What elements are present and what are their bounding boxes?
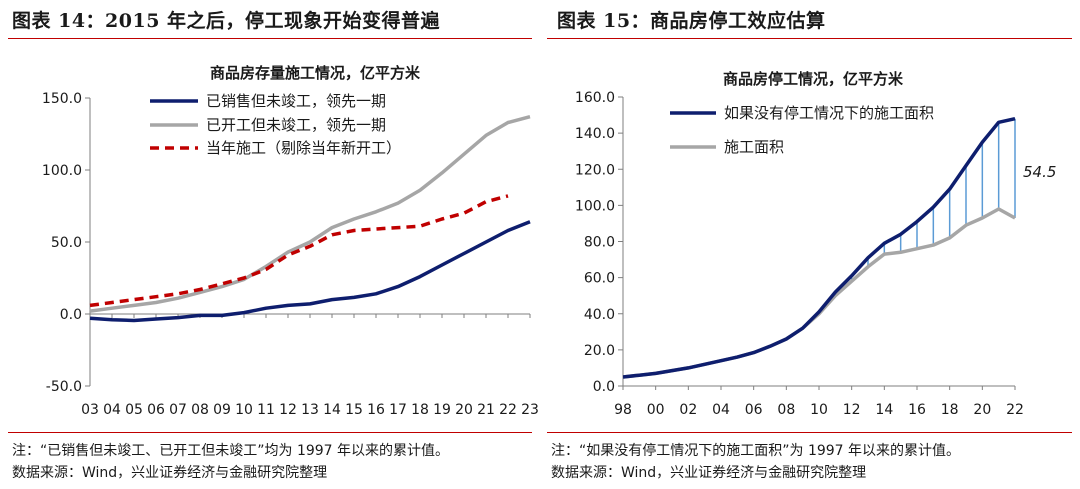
x-tick-label: 04 — [103, 402, 121, 418]
x-tick-label: 14 — [323, 402, 341, 418]
x-tick-label: 10 — [235, 402, 253, 418]
series-line-0 — [89, 220, 531, 323]
chart-title: 商品房停工情况，亿平方米 — [723, 70, 904, 88]
y-tick-label: 20.0 — [584, 343, 615, 359]
x-tick-label: 20 — [455, 402, 473, 418]
x-tick-label: 04 — [712, 402, 730, 418]
x-tick-label: 23 — [521, 402, 539, 418]
y-tick-label: 60.0 — [584, 271, 615, 287]
x-tick-label: 13 — [301, 402, 319, 418]
x-tick-label: 22 — [1006, 402, 1024, 418]
figure-14-bottom-rule — [8, 432, 532, 433]
x-tick-label: 20 — [973, 402, 991, 418]
x-tick-label: 08 — [777, 402, 795, 418]
x-tick-label: 14 — [875, 402, 893, 418]
x-tick-label: 19 — [433, 402, 451, 418]
figure-14-panel: 图表 14：2015 年之后，停工现象开始变得普遍 商品房存量施工情况，亿平方米… — [8, 10, 539, 481]
figure-15-note: 注：“如果没有停工情况下的施工面积”为 1997 年以来的累计值。 — [551, 443, 961, 459]
figure-14-note: 注：“已销售但未竣工、已开工但未竣工”均为 1997 年以来的累计值。 — [12, 443, 450, 459]
legend-label: 已开工但未竣工，领先一期 — [206, 116, 386, 134]
x-tick-label: 06 — [147, 402, 165, 418]
figure-14-heading: 图表 14：2015 年之后，停工现象开始变得普遍 — [12, 10, 441, 32]
figure-14-title-rule — [8, 38, 532, 39]
x-tick-label: 02 — [679, 402, 697, 418]
figure-15-heading: 图表 15：商品房停工效应估算 — [557, 10, 826, 32]
y-tick-label: 160.0 — [575, 90, 615, 106]
legend-label: 当年施工（剔除当年新开工） — [206, 139, 401, 157]
x-tick-label: 21 — [477, 402, 495, 418]
chart-title: 商品房存量施工情况，亿平方米 — [210, 64, 421, 82]
y-tick-label: 140.0 — [575, 126, 615, 142]
x-tick-label: 18 — [941, 402, 959, 418]
figure-14-source: 数据来源：Wind，兴业证券经济与金融研究院整理 — [12, 465, 328, 481]
figure-15-panel: 图表 15：商品房停工效应估算 商品房停工情况，亿平方米 160.0 140.0 12… — [545, 0, 1080, 489]
x-tick-label: 98 — [614, 402, 632, 418]
figure-15-title-rule — [547, 38, 1072, 39]
x-tick-label: 07 — [169, 402, 187, 418]
x-tick-label: 11 — [257, 402, 275, 418]
legend-label: 如果没有停工情况下的施工面积 — [724, 104, 934, 122]
x-tick-label: 12 — [843, 402, 861, 418]
x-tick-label: 17 — [389, 402, 407, 418]
y-tick-label: -50.0 — [46, 379, 82, 395]
figure-15-chart: 商品房停工情况，亿平方米160.0140.0120.0100.080.060.0… — [575, 70, 1057, 418]
figure-15-source: 数据来源：Wind，兴业证券经济与金融研究院整理 — [551, 465, 867, 481]
x-tick-label: 08 — [191, 402, 209, 418]
x-tick-label: 16 — [908, 402, 926, 418]
x-tick-label: 15 — [345, 402, 363, 418]
y-tick-label: 40.0 — [584, 307, 615, 323]
x-tick-label: 16 — [367, 402, 385, 418]
figure-14-chart: 商品房存量施工情况，亿平方米 150.0 100.0 50.0 0.0 -50.0 03 04… — [42, 64, 539, 418]
legend-label: 已销售但未竣工，领先一期 — [206, 92, 386, 110]
legend-label: 施工面积 — [724, 138, 784, 156]
series-line-1 — [622, 207, 1016, 379]
x-tick-label: 22 — [499, 402, 517, 418]
x-tick-label: 00 — [647, 402, 665, 418]
series-line-0 — [622, 116, 1016, 379]
series-line-2 — [89, 194, 509, 308]
y-tick-label: 0.0 — [593, 379, 615, 395]
gap-annotation: 54.5 — [1023, 163, 1056, 181]
figure-15-bottom-rule — [547, 432, 1072, 433]
y-tick-label: 50.0 — [51, 235, 82, 251]
x-tick-label: 12 — [279, 402, 297, 418]
x-tick-label: 10 — [810, 402, 828, 418]
y-tick-label: 80.0 — [584, 235, 615, 251]
x-tick-label: 03 — [81, 402, 99, 418]
x-tick-label: 05 — [125, 402, 143, 418]
y-tick-label: 120.0 — [575, 162, 615, 178]
x-tick-label: 06 — [745, 402, 763, 418]
y-tick-label: 0.0 — [60, 307, 82, 323]
y-tick-label: 100.0 — [575, 198, 615, 214]
x-tick-label: 18 — [411, 402, 429, 418]
x-tick-label: 09 — [213, 402, 231, 418]
y-tick-label: 150.0 — [42, 91, 82, 107]
y-tick-label: 100.0 — [42, 163, 82, 179]
